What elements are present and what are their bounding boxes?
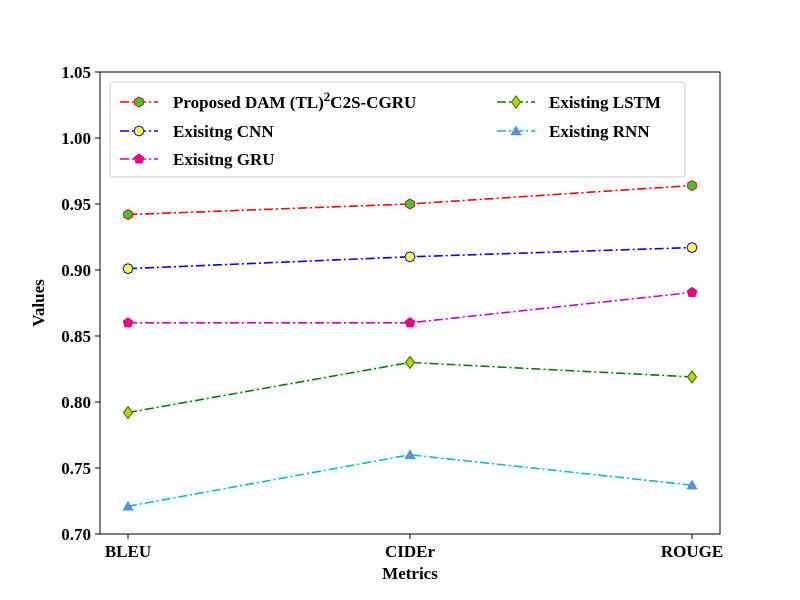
data-point <box>686 286 698 297</box>
x-tick-label: ROUGE <box>661 542 723 561</box>
legend-marker <box>510 95 522 109</box>
series-3 <box>122 355 698 420</box>
series-layer <box>122 179 698 511</box>
legend-label: Existing LSTM <box>549 93 661 112</box>
data-point <box>404 317 416 328</box>
legend-label-superscript: 2 <box>324 89 331 104</box>
legend-item: Existing LSTM <box>497 93 661 112</box>
data-point <box>122 500 134 511</box>
legend-label: Existing RNN <box>549 122 650 141</box>
legend-marker <box>134 96 144 108</box>
legend-label: Proposed DAM (TL)2C2S-CGRU <box>173 89 416 112</box>
series-1 <box>122 242 698 275</box>
series-line <box>128 291 693 324</box>
data-point <box>686 370 698 384</box>
x-axis: BLEU CIDEr ROUGE <box>105 534 723 561</box>
data-point <box>686 242 698 254</box>
data-point <box>404 449 416 460</box>
y-axis-label: Values <box>29 279 48 327</box>
legend-label-main: Proposed DAM (TL) <box>173 93 324 112</box>
data-point <box>122 263 134 275</box>
legend-item: Existing RNN <box>497 122 650 141</box>
series-4 <box>122 449 698 511</box>
y-tick-label: 0.70 <box>61 525 91 544</box>
data-point <box>123 208 133 221</box>
y-tick-label: 0.95 <box>61 195 91 214</box>
series-line <box>127 453 693 508</box>
legend-marker <box>510 125 522 136</box>
x-tick-label: CIDEr <box>385 542 436 561</box>
data-point <box>122 317 134 328</box>
series-0 <box>123 179 697 221</box>
legend-label: Exisitng CNN <box>173 122 274 141</box>
x-axis-label: Metrics <box>382 564 438 583</box>
y-tick-label: 0.90 <box>61 261 91 280</box>
data-point <box>687 179 697 192</box>
y-tick-label: 0.75 <box>61 459 91 478</box>
data-point <box>405 198 415 210</box>
legend-label: Exisitng GRU <box>173 150 275 169</box>
legend: Proposed DAM (TL)2C2S-CGRU Exisitng CNN Ex… <box>109 81 686 178</box>
legend-label-tail: C2S-CGRU <box>330 93 416 112</box>
legend-item: Proposed DAM (TL)2C2S-CGRU <box>120 89 416 112</box>
y-axis: 0.70 0.75 0.80 0.85 0.90 0.95 1.00 1.05 <box>61 63 100 544</box>
legend-item: Exisitng CNN <box>120 122 274 141</box>
data-point <box>686 479 698 490</box>
y-tick-label: 1.00 <box>61 129 91 148</box>
data-point <box>404 355 416 370</box>
legend-box <box>109 81 686 178</box>
y-tick-label: 0.80 <box>61 393 91 412</box>
legend-marker <box>133 153 145 164</box>
data-point <box>404 251 416 263</box>
legend-marker <box>133 125 145 137</box>
legend-item: Exisitng GRU <box>120 150 275 169</box>
series-2 <box>122 286 698 328</box>
y-tick-label: 1.05 <box>61 63 91 82</box>
x-tick-label: BLEU <box>105 542 151 561</box>
y-tick-label: 0.85 <box>61 327 91 346</box>
data-point <box>122 405 134 420</box>
series-line <box>127 361 693 414</box>
